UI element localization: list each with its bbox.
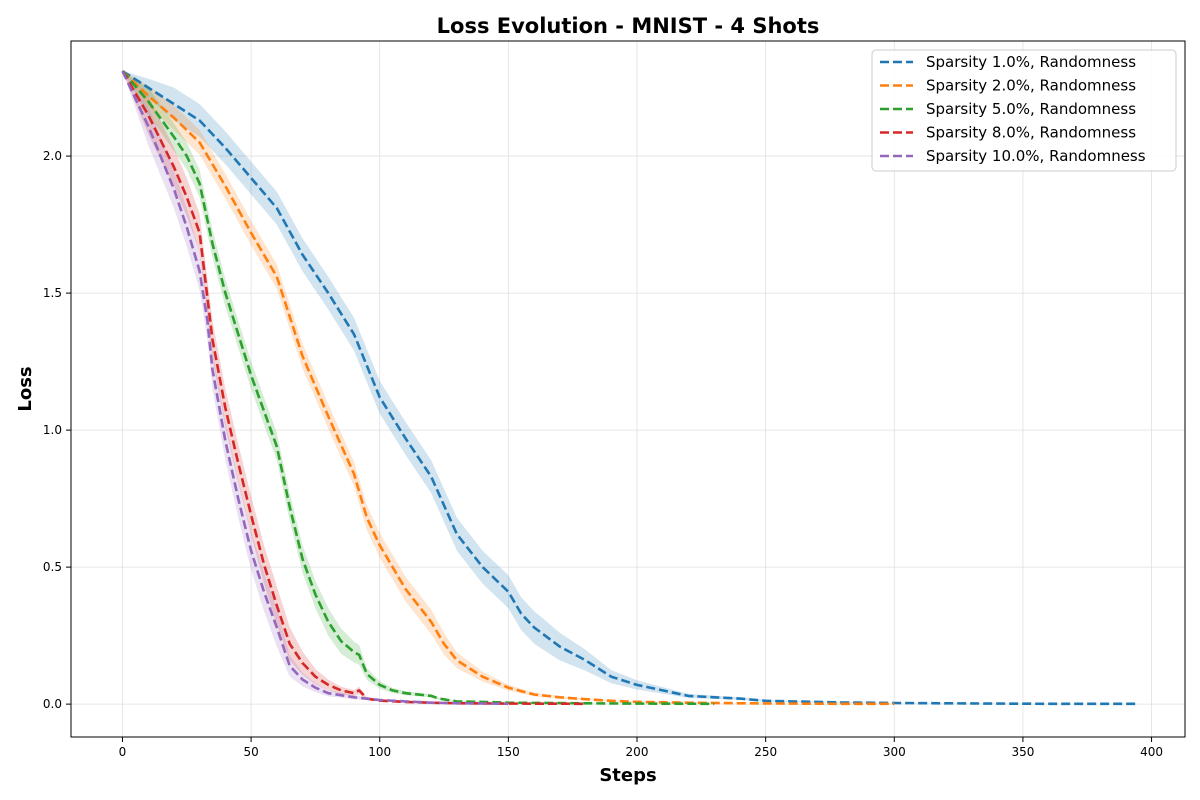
plot-frame [70,40,1186,738]
legend-label-3: Sparsity 5.0%, Randomness [926,100,1136,118]
y-tick-label: 1.0 [43,423,62,437]
legend-label-2: Sparsity 2.0%, Randomness [926,77,1136,95]
x-axis-title: Steps [599,765,656,786]
y-tick-label: 0.5 [43,560,62,574]
y-axis-title: Loss [15,366,36,411]
y-tick-label: 0.0 [43,697,62,711]
x-tick-label: 50 [243,745,258,759]
y-tick-label: 1.5 [43,286,62,300]
x-tick-label: 250 [754,745,777,759]
band-series-2 [122,71,895,704]
band-series-1 [122,71,1137,704]
x-tick-label: 400 [1140,745,1163,759]
line-series-2 [121,70,895,706]
legend-label-5: Sparsity 10.0%, Randomness [926,147,1146,165]
legend-label-4: Sparsity 8.0%, Randomness [926,124,1136,142]
series-lines [121,70,1137,706]
legend-label-1: Sparsity 1.0%, Randomness [926,53,1136,71]
chart-title: Loss Evolution - MNIST - 4 Shots [437,14,820,38]
x-tick-label: 100 [368,745,391,759]
x-tick-label: 150 [497,745,520,759]
x-tick-label: 300 [883,745,906,759]
y-tick-label: 2.0 [43,149,62,163]
x-tick-label: 350 [1011,745,1034,759]
line-series-3 [121,70,715,706]
legend: Sparsity 1.0%, Randomness Sparsity 2.0%, … [871,49,1177,172]
axis-ticks: 0 50 100 150 200 250 300 350 400 0.0 0.5 1.0 1.5 2.0 [43,149,1163,759]
line-series-5 [121,70,509,706]
legend-box [871,49,1177,172]
confidence-bands [122,71,1137,704]
x-tick-label: 0 [119,745,127,759]
x-tick-label: 200 [626,745,649,759]
